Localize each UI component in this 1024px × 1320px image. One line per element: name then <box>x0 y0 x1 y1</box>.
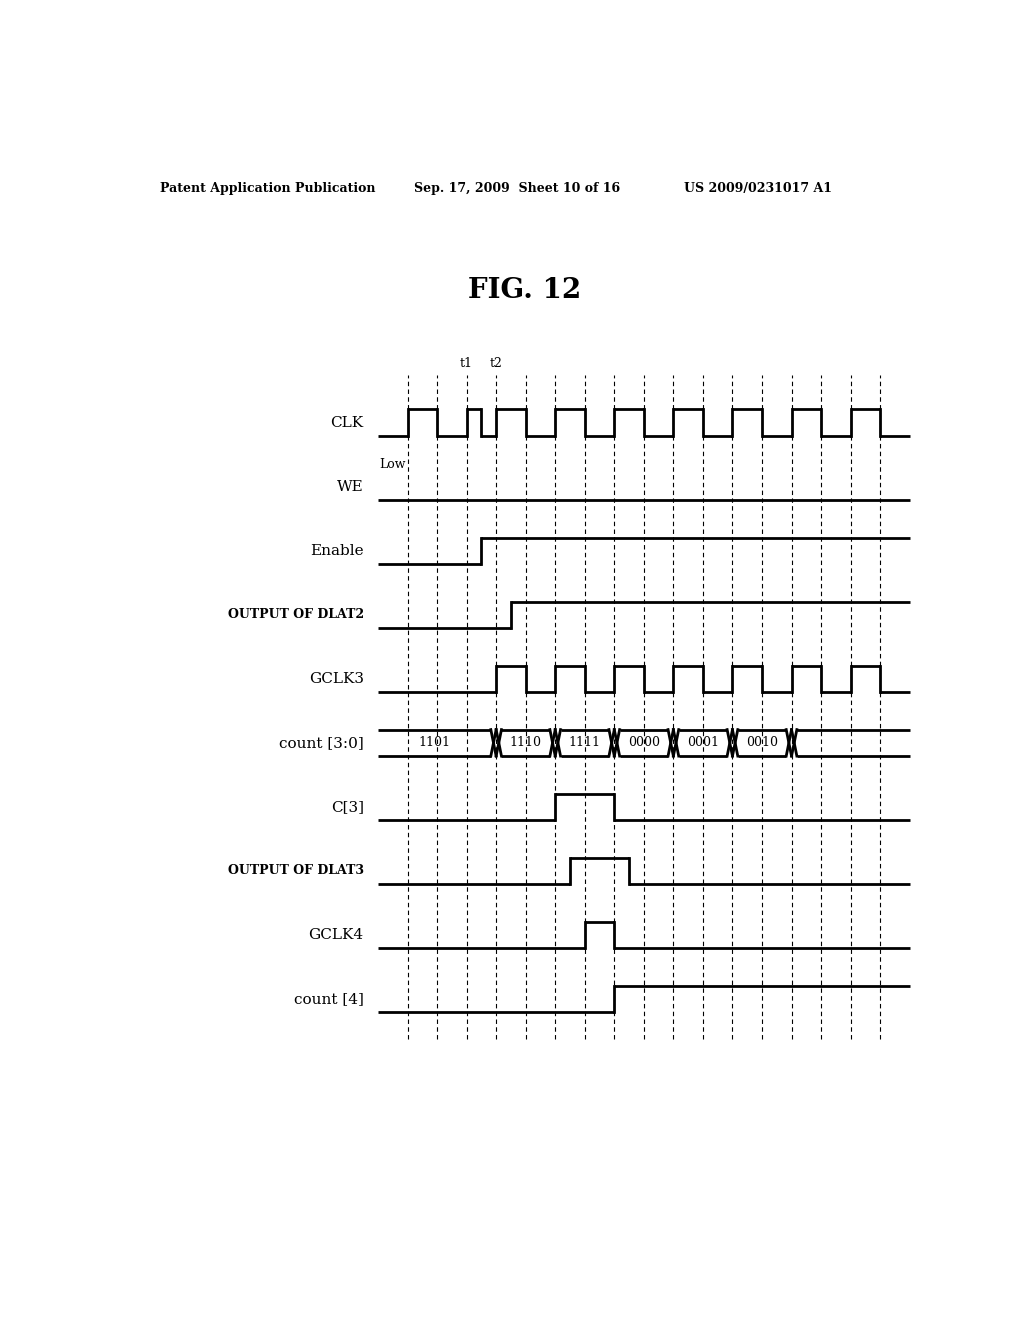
Text: 0001: 0001 <box>687 737 719 750</box>
Text: count [4]: count [4] <box>294 991 364 1006</box>
Text: t2: t2 <box>489 356 503 370</box>
Text: Patent Application Publication: Patent Application Publication <box>160 182 375 195</box>
Text: OUTPUT OF DLAT2: OUTPUT OF DLAT2 <box>227 609 364 622</box>
Text: 1101: 1101 <box>419 737 451 750</box>
Text: 0000: 0000 <box>628 737 659 750</box>
Text: C[3]: C[3] <box>331 800 364 814</box>
Text: Low: Low <box>380 458 407 471</box>
Text: WE: WE <box>337 479 364 494</box>
Text: US 2009/0231017 A1: US 2009/0231017 A1 <box>684 182 831 195</box>
Text: Sep. 17, 2009  Sheet 10 of 16: Sep. 17, 2009 Sheet 10 of 16 <box>414 182 620 195</box>
Text: Enable: Enable <box>310 544 364 558</box>
Text: GCLK3: GCLK3 <box>308 672 364 686</box>
Text: count [3:0]: count [3:0] <box>279 735 364 750</box>
Text: CLK: CLK <box>331 416 364 430</box>
Text: 0010: 0010 <box>746 737 778 750</box>
Text: OUTPUT OF DLAT3: OUTPUT OF DLAT3 <box>227 865 364 878</box>
Text: 1110: 1110 <box>510 737 542 750</box>
Text: 1111: 1111 <box>568 737 601 750</box>
Text: GCLK4: GCLK4 <box>308 928 364 942</box>
Text: t1: t1 <box>460 356 473 370</box>
Text: FIG. 12: FIG. 12 <box>468 277 582 304</box>
